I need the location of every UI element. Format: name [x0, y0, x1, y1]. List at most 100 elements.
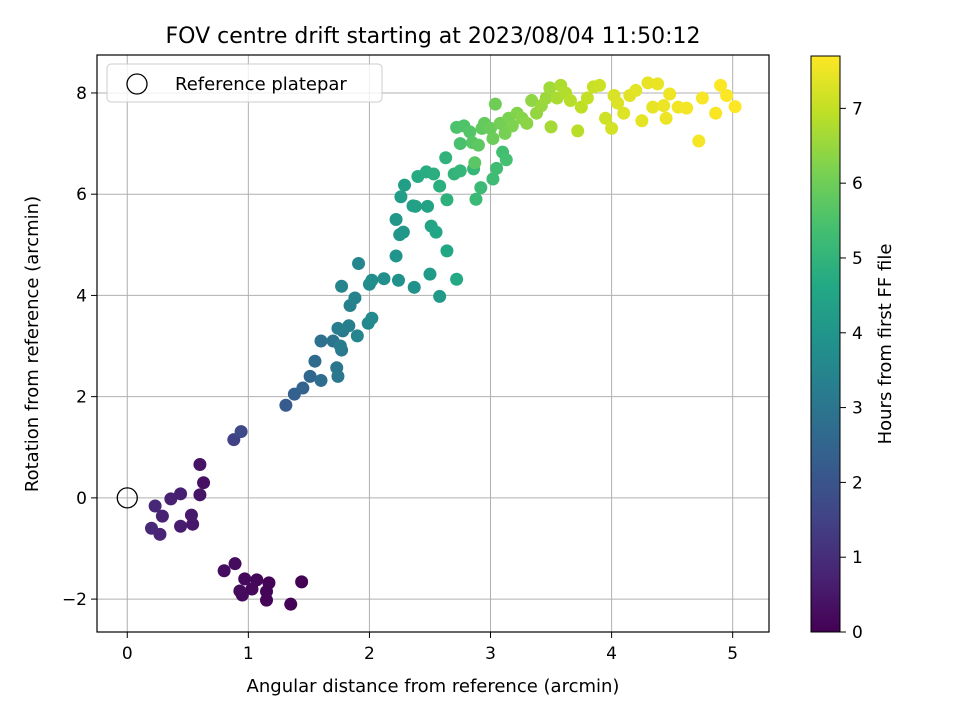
- colorbar-label: Hours from first FF file: [875, 244, 896, 445]
- grid-lines: [97, 55, 769, 632]
- data-point: [296, 381, 310, 395]
- data-point: [391, 273, 405, 287]
- data-point: [463, 125, 477, 139]
- plot-area-frame: [96, 54, 770, 633]
- data-point: [635, 114, 649, 128]
- data-point: [238, 572, 252, 586]
- colorbar-tick-label: 3: [852, 399, 863, 419]
- data-point: [284, 597, 298, 611]
- data-point: [352, 257, 366, 271]
- x-tick-label: 0: [122, 644, 133, 664]
- y-tick-label: −2: [62, 590, 87, 610]
- data-point: [617, 106, 631, 120]
- data-point: [695, 91, 709, 105]
- data-point: [499, 153, 513, 167]
- data-point: [520, 116, 534, 130]
- data-point: [505, 119, 519, 133]
- legend-box: [106, 63, 383, 103]
- x-tick-label: 2: [364, 644, 375, 664]
- data-point: [164, 492, 178, 506]
- data-point: [148, 499, 162, 513]
- x-tick-label: 3: [485, 644, 496, 664]
- y-tick-label: 2: [76, 388, 87, 408]
- x-axis-label: Angular distance from reference (arcmin): [247, 676, 620, 697]
- data-point: [365, 273, 379, 287]
- data-point: [348, 291, 362, 305]
- data-point: [342, 319, 356, 333]
- data-point: [365, 311, 379, 325]
- y-tick-label: 8: [76, 84, 87, 104]
- data-point: [217, 564, 231, 578]
- data-point: [440, 244, 454, 258]
- data-point: [303, 369, 317, 383]
- data-point: [396, 225, 410, 239]
- data-point: [525, 94, 539, 108]
- data-point: [651, 77, 665, 91]
- data-point: [728, 100, 742, 114]
- data-point: [331, 321, 345, 335]
- legend: Reference platepar: [106, 63, 383, 103]
- data-point: [474, 181, 488, 195]
- colorbar-tick-label: 6: [852, 174, 863, 194]
- data-points: [116, 76, 742, 611]
- data-point: [308, 354, 322, 368]
- data-point: [407, 280, 421, 294]
- data-point: [469, 192, 483, 206]
- data-point: [659, 111, 673, 125]
- data-point: [260, 593, 274, 607]
- data-point: [488, 97, 502, 111]
- legend-marker-circle-icon: [126, 73, 148, 95]
- colorbar-tick-label: 0: [852, 623, 863, 643]
- data-point: [709, 106, 723, 120]
- data-point: [440, 193, 454, 207]
- data-point: [234, 425, 248, 439]
- data-point: [421, 199, 435, 213]
- data-point: [423, 267, 437, 281]
- data-point: [193, 457, 207, 471]
- data-point: [350, 329, 364, 343]
- data-point: [144, 521, 158, 535]
- data-point: [389, 249, 403, 263]
- data-point: [714, 78, 728, 92]
- x-axis-ticks: 0 1 2 3 4 5: [122, 632, 738, 664]
- data-point: [571, 124, 585, 138]
- data-point: [228, 557, 242, 571]
- y-axis-label: Rotation from reference (arcmin): [22, 196, 43, 492]
- data-point: [314, 334, 328, 348]
- data-point: [720, 88, 734, 102]
- colorbar-tick-label: 1: [852, 548, 863, 568]
- data-point: [333, 339, 347, 353]
- data-point: [592, 78, 606, 92]
- data-point: [453, 164, 467, 178]
- data-point: [539, 91, 553, 105]
- y-axis-ticks: −2 0 2 4 6 8: [62, 84, 97, 610]
- data-point: [193, 488, 207, 502]
- data-point: [331, 369, 345, 383]
- colorbar-tick-label: 7: [852, 99, 863, 119]
- data-point: [245, 582, 259, 596]
- data-point: [398, 178, 412, 192]
- x-tick-label: 4: [606, 644, 617, 664]
- y-tick-label: 4: [76, 286, 87, 306]
- colorbar-tick-label: 2: [852, 473, 863, 493]
- data-point: [389, 212, 403, 226]
- data-point: [433, 179, 447, 193]
- data-point: [427, 167, 441, 181]
- data-point: [646, 100, 660, 114]
- data-point: [433, 289, 447, 303]
- y-tick-label: 0: [76, 489, 87, 509]
- data-point: [394, 190, 408, 204]
- data-point: [453, 137, 467, 151]
- legend-entry-label: Reference platepar: [175, 74, 347, 95]
- data-point: [468, 156, 482, 170]
- data-point: [599, 111, 613, 125]
- data-point: [377, 272, 391, 286]
- colorbar-tick-label: 4: [852, 324, 863, 344]
- data-point: [155, 509, 169, 523]
- y-tick-label: 6: [76, 185, 87, 205]
- data-point: [543, 81, 557, 95]
- data-point: [486, 132, 500, 146]
- data-point: [692, 134, 706, 148]
- colorbar: [810, 55, 841, 633]
- data-point: [663, 87, 677, 101]
